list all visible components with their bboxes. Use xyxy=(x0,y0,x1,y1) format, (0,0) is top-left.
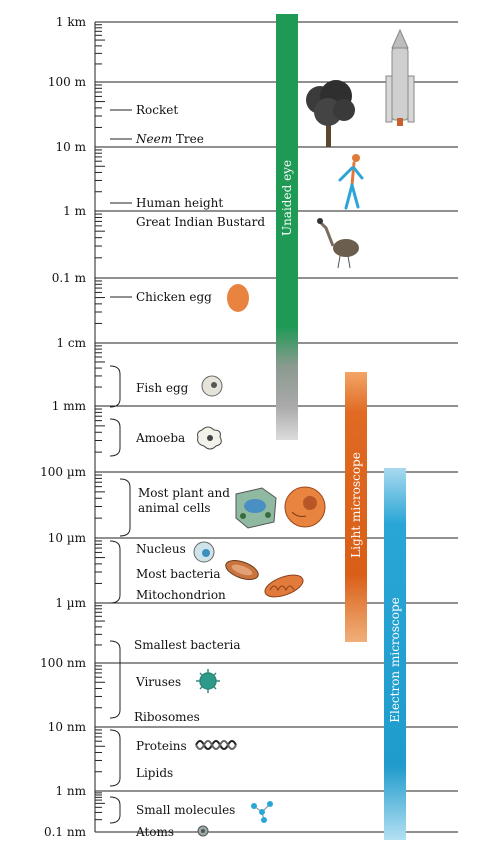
chicken-egg-icon xyxy=(227,284,249,312)
atom-icon xyxy=(197,825,209,837)
fish-egg-label: Fish egg xyxy=(136,381,189,395)
scale-label: 0.1 m xyxy=(52,271,87,285)
bacterium-icon xyxy=(225,559,259,581)
nucleus-icon xyxy=(193,541,215,563)
chicken-egg-label: Chicken egg xyxy=(136,290,212,304)
smallest-bacteria-label: Smallest bacteria xyxy=(134,638,241,652)
item-labels: Rocket Neem Tree Human height Great Indi… xyxy=(134,103,265,839)
unaided-eye-bar: Unaided eye xyxy=(276,14,298,440)
plant-cell-icon xyxy=(235,487,277,529)
plant-cells-label-1: Most plant and xyxy=(138,486,230,500)
scale-label: 1 km xyxy=(56,15,87,29)
animal-cell-icon xyxy=(284,486,326,528)
electron-microscope-bar: Electron microscope xyxy=(384,468,406,840)
scale-label: 100 µm xyxy=(40,465,87,479)
scale-labels: 1 km 100 m 10 m 1 m 0.1 m 1 cm 1 mm 100 µm 10 µm… xyxy=(40,15,87,839)
virus-icon xyxy=(196,669,220,693)
small-molecule-icon xyxy=(251,801,273,823)
scale-label: 100 m xyxy=(48,75,87,89)
rocket-label: Rocket xyxy=(136,103,178,117)
proteins-label: Proteins xyxy=(136,739,187,753)
log-axis xyxy=(94,22,105,832)
neem-tree-label: Neem Tree xyxy=(135,132,204,146)
scale-label: 1 mm xyxy=(52,399,87,413)
scale-label: 1 m xyxy=(63,204,86,218)
scale-label: 10 m xyxy=(56,140,87,154)
light-microscope-bar: Light microscope xyxy=(345,372,367,642)
rocket-icon xyxy=(385,28,415,126)
unaided-eye-label: Unaided eye xyxy=(280,160,294,236)
most-bacteria-label: Most bacteria xyxy=(136,567,221,581)
small-molecules-label: Small molecules xyxy=(136,803,235,817)
mitochondrion-label: Mitochondrion xyxy=(136,588,226,602)
human-height-label: Human height xyxy=(136,196,223,210)
amoeba-label: Amoeba xyxy=(135,431,185,445)
amoeba-icon xyxy=(197,426,222,450)
mitochondrion-icon xyxy=(264,574,304,598)
lipids-label: Lipids xyxy=(136,766,173,780)
nucleus-label: Nucleus xyxy=(136,542,186,556)
scale-label: 10 nm xyxy=(48,720,87,734)
electron-microscope-label: Electron microscope xyxy=(388,597,402,723)
plant-cells-label-2: animal cells xyxy=(138,501,211,515)
fish-egg-icon xyxy=(201,375,223,397)
light-microscope-label: Light microscope xyxy=(349,452,363,558)
bustard-icon xyxy=(317,218,359,269)
bustard-label: Great Indian Bustard xyxy=(136,215,265,229)
scale-label: 0.1 nm xyxy=(44,825,87,839)
scale-label: 100 nm xyxy=(40,656,86,670)
scale-label: 10 µm xyxy=(48,531,87,545)
human-figure-icon xyxy=(338,154,364,210)
scale-label: 1 cm xyxy=(56,336,86,350)
viruses-label: Viruses xyxy=(135,675,181,689)
item-markers xyxy=(109,109,132,833)
scale-label: 1 µm xyxy=(55,596,86,610)
ribosomes-label: Ribosomes xyxy=(134,710,200,724)
protein-icon xyxy=(195,740,237,750)
atoms-label: Atoms xyxy=(135,825,174,839)
scale-label: 1 nm xyxy=(55,784,86,798)
neem-tree-icon xyxy=(306,80,355,147)
